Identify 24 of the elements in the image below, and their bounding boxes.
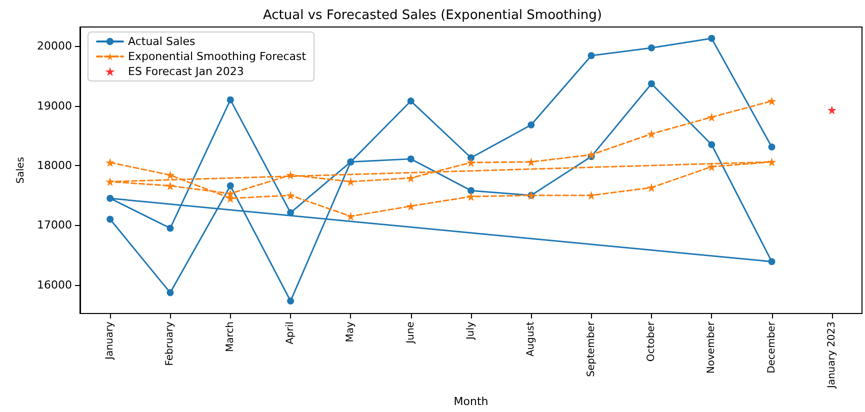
chart-title: Actual vs Forecasted Sales (Exponential Smoothing) bbox=[263, 8, 602, 23]
x-tick-label: October bbox=[646, 320, 657, 362]
y-tick-label: 17000 bbox=[37, 218, 72, 232]
x-axis-title: Month bbox=[454, 395, 488, 408]
x-tick-label: August bbox=[526, 321, 537, 357]
legend-label: ES Forecast Jan 2023 bbox=[128, 65, 244, 78]
y-axis-title: Sales bbox=[16, 156, 27, 184]
y-tick-label: 20000 bbox=[37, 40, 72, 53]
x-tick-label: January 2023 bbox=[826, 322, 838, 390]
legend-label: Actual Sales bbox=[128, 35, 196, 48]
x-tick-label: January bbox=[104, 321, 116, 360]
x-tick-label: March bbox=[224, 322, 236, 352]
x-tick-label: July bbox=[466, 321, 476, 341]
x-tick-label: February bbox=[164, 321, 176, 366]
y-tick-label: 16000 bbox=[37, 278, 72, 292]
x-tick-label: April bbox=[285, 322, 296, 344]
x-tick-label: May bbox=[345, 321, 356, 342]
x-tick-label: September bbox=[586, 320, 597, 377]
y-tick-label: 19000 bbox=[37, 99, 72, 112]
x-tick-label: June bbox=[405, 322, 416, 344]
x-tick-label: November bbox=[706, 320, 718, 374]
y-tick-label: 18000 bbox=[37, 159, 72, 172]
legend-label: Exponential Smoothing Forecast bbox=[128, 50, 307, 63]
x-tick-label: December bbox=[766, 320, 778, 374]
